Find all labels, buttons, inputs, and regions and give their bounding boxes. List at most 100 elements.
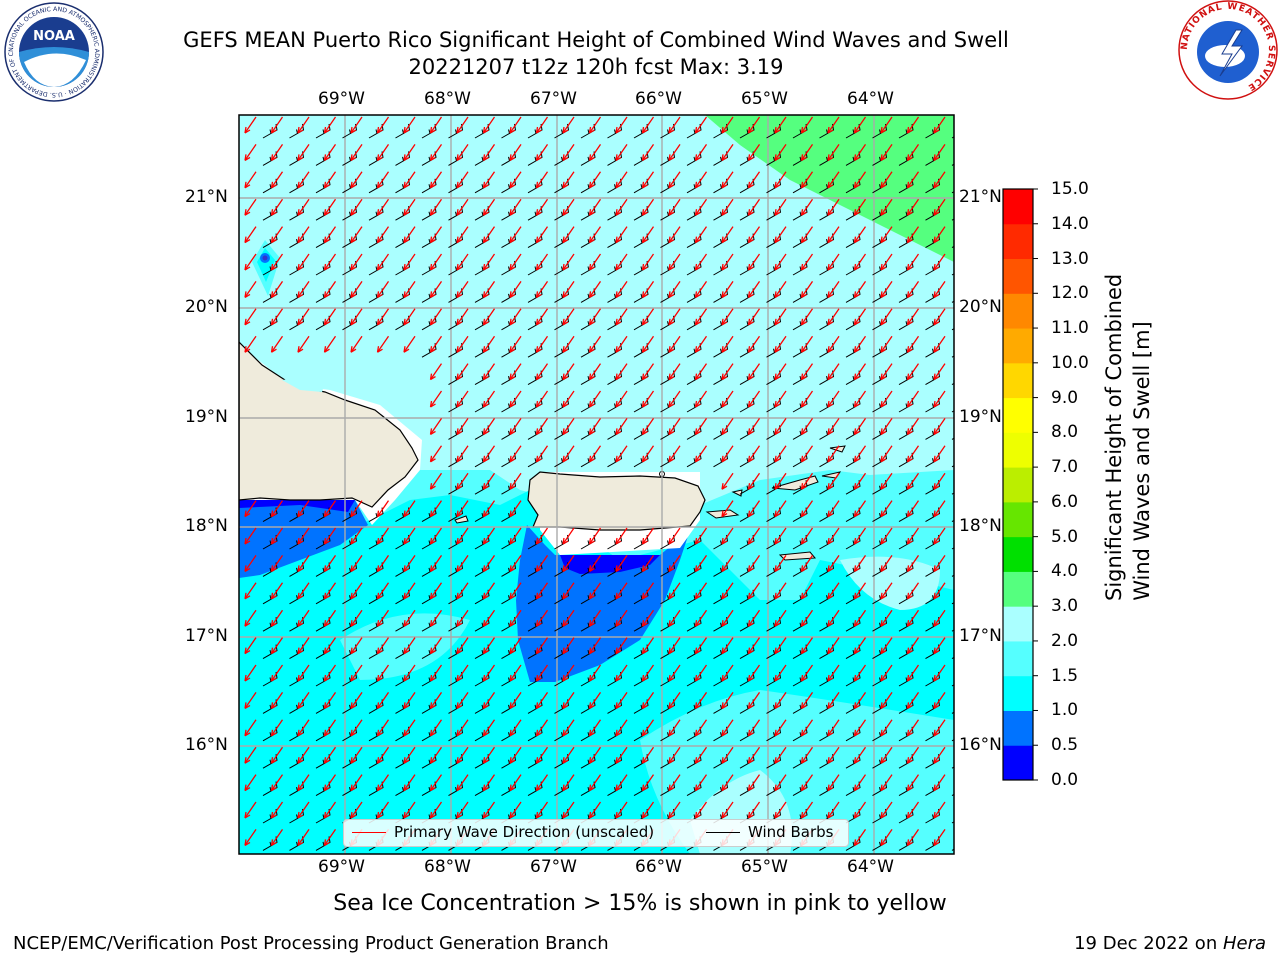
wave-direction-arrow [853,774,867,791]
wave-direction-arrowhead [694,647,701,655]
wave-direction-arrow [562,555,575,572]
wave-direction-arrowhead [270,126,277,134]
nws-logo: NATIONAL WEATHER SERVICE [1178,0,1278,100]
wave-direction-arrow [853,582,867,600]
wave-direction-arrow [853,198,867,216]
wave-direction-arrowhead [376,346,383,353]
wave-direction-arrowhead [376,784,383,792]
wave-direction-arrowhead [297,154,304,161]
wave-direction-arrow [906,363,920,380]
wave-direction-arrowhead [456,455,463,463]
wave-direction-arrow [456,171,469,189]
wave-direction-arrowhead [694,126,701,134]
wave-direction-arrow [403,226,416,243]
colorbar-band [1003,189,1033,225]
wave-direction-arrow [668,335,681,353]
wave-direction-arrowhead [721,674,728,682]
wave-direction-arrow [694,527,708,545]
wave-direction-arrowhead [800,373,807,381]
wave-direction-arrowhead [376,702,383,709]
wave-direction-arrow [244,746,257,764]
wave-direction-arrowhead [270,729,277,737]
colorbar-tick-label: 10.0 [1051,352,1089,373]
wave-direction-arrow [562,363,575,380]
wave-direction-arrowhead [535,291,542,298]
wave-direction-arrowhead [933,757,940,764]
wave-direction-arrowhead [694,318,701,326]
wave-direction-arrow [694,226,708,243]
wave-direction-arrow [880,335,893,353]
wave-direction-arrow [853,719,867,737]
wave-direction-arrowhead [323,729,330,737]
wave-direction-arrow [244,527,257,545]
wave-direction-arrow [853,308,867,326]
wave-direction-arrowhead [668,428,675,435]
wave-direction-arrow [456,664,469,682]
wave-direction-arrowhead [270,839,277,846]
wave-direction-arrow [376,308,390,326]
wave-direction-arrowhead [880,209,887,216]
wave-direction-arrow [880,144,893,161]
wave-direction-arrow [456,801,469,819]
wave-direction-arrowhead [429,291,436,298]
wave-direction-arrowhead [721,428,728,435]
wave-direction-arrowhead [641,537,648,545]
wave-direction-arrowhead [721,620,728,627]
wave-direction-arrow [429,472,443,490]
wave-direction-arrowhead [297,263,304,271]
wave-direction-arrowhead [615,209,622,216]
wave-direction-arrowhead [403,674,410,682]
wave-direction-arrow [906,198,920,216]
wave-direction-arrowhead [297,784,304,792]
wave-direction-arrow [641,226,655,243]
wave-direction-arrow [721,500,734,517]
wave-direction-arrow [562,582,575,600]
wave-direction-arrowhead [694,674,701,682]
wave-direction-arrow [429,664,443,682]
wave-direction-arrowhead [456,729,463,737]
wave-direction-arrow [429,418,443,435]
wave-direction-arrow [880,171,893,189]
wave-direction-arrowhead [721,318,728,326]
wave-direction-arrowhead [747,620,754,627]
wave-direction-arrowhead [774,565,781,572]
wave-direction-arrowhead [800,674,807,682]
wave-direction-arrow [880,527,893,545]
wave-direction-arrow [668,774,681,791]
wave-direction-arrow [429,144,443,161]
wave-direction-arrow [747,664,761,682]
wave-direction-arrowhead [906,565,913,572]
wave-direction-arrowhead [403,784,410,792]
wave-direction-arrowhead [562,373,569,381]
wave-direction-arrow [456,116,469,134]
wave-direction-arrowhead [774,428,781,435]
wave-direction-arrow [482,692,496,709]
wave-direction-arrowhead [774,181,781,189]
wave-direction-arrowhead [456,318,463,326]
wave-direction-arrow [906,500,920,517]
wave-direction-arrow [562,335,575,353]
wave-direction-arrowhead [933,318,940,326]
wave-direction-arrow [403,609,416,627]
wave-direction-arrow [509,609,522,627]
wave-direction-arrow [853,226,867,243]
wave-direction-arrow [403,664,416,682]
wave-direction-arrow [350,116,363,134]
wave-direction-arrow [535,774,549,791]
wave-direction-arrowhead [350,291,357,298]
colorbar-band [1003,536,1033,572]
wave-direction-arrow [641,719,655,737]
wave-direction-arrow [482,335,496,353]
wave-direction-arrow [456,445,469,463]
wave-direction-arrowhead [906,181,913,189]
wave-direction-arrow [588,418,602,435]
wave-direction-arrowhead [880,483,887,490]
wave-direction-arrowhead [456,565,463,572]
wave-direction-arrowhead [429,209,436,216]
wave-direction-arrow [350,253,363,271]
wave-direction-arrowhead [800,729,807,737]
wave-direction-arrow [562,609,575,627]
wave-direction-arrow [429,363,443,380]
wave-direction-arrow [429,555,443,572]
wave-direction-arrowhead [747,757,754,764]
